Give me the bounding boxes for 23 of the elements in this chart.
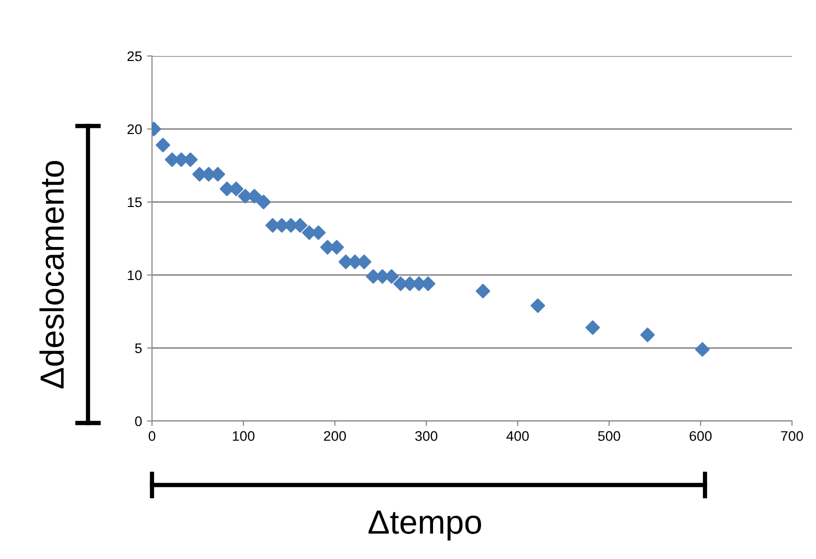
- y-tick-label: 0: [135, 416, 142, 426]
- x-tick-label: 600: [690, 431, 712, 441]
- y-tick-label: 15: [128, 197, 142, 208]
- point: [695, 342, 710, 357]
- point: [476, 284, 490, 298]
- point: [256, 194, 271, 210]
- y-tick-label: 20: [128, 124, 142, 134]
- point: [156, 138, 170, 152]
- point: [585, 320, 600, 335]
- x-tick-label: 200: [324, 431, 346, 441]
- y-tick-label: 5: [135, 343, 142, 354]
- x-tick-label: 100: [232, 431, 254, 441]
- x-tick-label: 500: [598, 431, 620, 441]
- y-tick-label: 10: [128, 270, 142, 280]
- point: [530, 298, 546, 313]
- x-tick-label: 400: [506, 431, 529, 441]
- x-tick-label: 300: [415, 431, 438, 441]
- y-axis-title: Δdeslocamento: [39, 160, 64, 388]
- x-tick-label: 700: [781, 431, 804, 441]
- x-tick-label: 0: [148, 431, 156, 441]
- y-tick-label: 25: [128, 51, 142, 62]
- point: [640, 328, 655, 342]
- x-axis-title: Δtempo: [368, 510, 482, 541]
